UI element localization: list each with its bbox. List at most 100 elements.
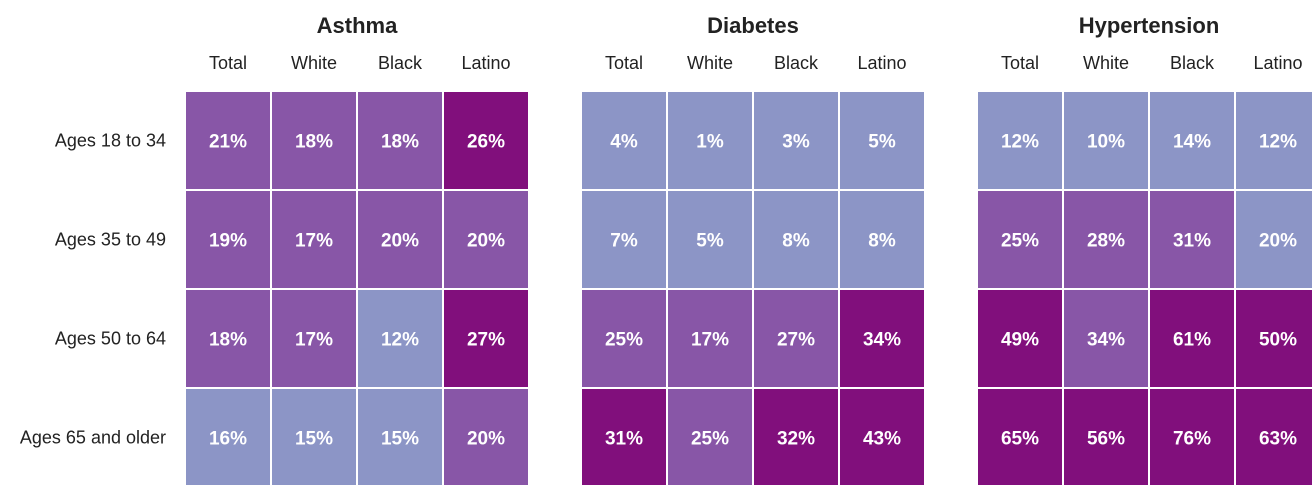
heatmap-cell: [270, 90, 358, 191]
cell-value-label: 8%: [782, 231, 810, 252]
column-label: Latino: [1253, 53, 1302, 73]
column-label: Black: [774, 53, 819, 73]
cell-value-label: 19%: [209, 231, 247, 252]
heatmap-cell: [1234, 189, 1312, 290]
column-label: White: [1083, 53, 1129, 73]
panel-title: Asthma: [317, 13, 398, 38]
cell-value-label: 27%: [777, 330, 815, 351]
heatmap-cell: [1234, 387, 1312, 485]
cell-value-label: 25%: [1001, 231, 1039, 252]
cell-value-label: 32%: [777, 429, 815, 450]
row-label: Ages 35 to 49: [55, 230, 166, 250]
cell-value-label: 27%: [467, 330, 505, 351]
heatmap-cell: [442, 90, 530, 191]
cell-value-label: 76%: [1173, 429, 1211, 450]
cell-value-label: 15%: [295, 429, 333, 450]
panel-asthma: Asthma Total White Black Latino 21% 18% 18% 26% 1…: [184, 13, 530, 485]
row-label: Ages 50 to 64: [55, 329, 166, 349]
heatmap-cell: [1234, 90, 1312, 191]
heatmap-cell: [1062, 387, 1150, 485]
column-label: Latino: [461, 53, 510, 73]
heatmap-cell: [356, 90, 444, 191]
cell-value-label: 10%: [1087, 132, 1125, 153]
heatmap-cell: [1148, 387, 1236, 485]
cell-value-label: 5%: [868, 132, 896, 153]
cell-value-label: 34%: [863, 330, 901, 351]
heatmap-cell: [270, 387, 358, 485]
panel-diabetes: Diabetes Total White Black Latino 4% 1% 3% 5% 7% 5…: [580, 13, 926, 485]
cell-value-label: 56%: [1087, 429, 1125, 450]
cell-value-label: 1%: [696, 132, 724, 153]
heatmap-cell: [356, 387, 444, 485]
cell-value-label: 21%: [209, 132, 247, 153]
column-label: White: [687, 53, 733, 73]
heatmap-cell: [1234, 288, 1312, 389]
cell-value-label: 31%: [605, 429, 643, 450]
cell-value-label: 3%: [782, 132, 810, 153]
cell-value-label: 7%: [610, 231, 638, 252]
cell-value-label: 18%: [295, 132, 333, 153]
cell-value-label: 61%: [1173, 330, 1211, 351]
row-label: Ages 65 and older: [20, 428, 166, 448]
panel-title: Diabetes: [707, 13, 799, 38]
heatmap-cell: [838, 387, 926, 485]
cell-value-label: 43%: [863, 429, 901, 450]
heatmap-cell: [442, 189, 530, 290]
heatmap-cell: [270, 189, 358, 290]
heatmap-cell: [442, 288, 530, 389]
heatmap-cell: [666, 387, 754, 485]
heatmap-cell: [184, 90, 272, 191]
column-label: Total: [1001, 53, 1039, 73]
heatmap-cell: [976, 387, 1064, 485]
cell-value-label: 28%: [1087, 231, 1125, 252]
cell-value-label: 15%: [381, 429, 419, 450]
cell-value-label: 50%: [1259, 330, 1297, 351]
heatmap-cell: [270, 288, 358, 389]
cell-value-label: 31%: [1173, 231, 1211, 252]
cell-value-label: 20%: [467, 231, 505, 252]
heatmap-cell: [580, 90, 668, 191]
heatmap-cell: [666, 90, 754, 191]
cell-value-label: 17%: [295, 231, 333, 252]
column-label: Black: [1170, 53, 1215, 73]
heatmap-cell: [752, 189, 840, 290]
cell-value-label: 63%: [1259, 429, 1297, 450]
cell-value-label: 20%: [467, 429, 505, 450]
panel-title: Hypertension: [1079, 13, 1220, 38]
row-label: Ages 18 to 34: [55, 131, 166, 151]
heatmap-cell: [1062, 90, 1150, 191]
panel-hypertension: Hypertension Total White Black Latino 12% 10% 1…: [976, 13, 1312, 485]
heatmap-cell: [442, 387, 530, 485]
cell-value-label: 17%: [691, 330, 729, 351]
heatmap-cell: [1148, 90, 1236, 191]
cell-value-label: 12%: [1001, 132, 1039, 153]
heatmap-cell: [838, 90, 926, 191]
cell-value-label: 20%: [1259, 231, 1297, 252]
cell-value-label: 26%: [467, 132, 505, 153]
cell-value-label: 14%: [1173, 132, 1211, 153]
column-label: Total: [209, 53, 247, 73]
cell-value-label: 25%: [605, 330, 643, 351]
cell-value-label: 65%: [1001, 429, 1039, 450]
cell-value-label: 16%: [209, 429, 247, 450]
cell-value-label: 18%: [209, 330, 247, 351]
heatmap-cell: [838, 288, 926, 389]
heatmap-cell: [838, 189, 926, 290]
cell-value-label: 17%: [295, 330, 333, 351]
cell-value-label: 34%: [1087, 330, 1125, 351]
heatmap-cell: [666, 288, 754, 389]
heatmap-cell: [752, 90, 840, 191]
cell-value-label: 25%: [691, 429, 729, 450]
column-label: Total: [605, 53, 643, 73]
heatmap-cell: [580, 288, 668, 389]
cell-value-label: 5%: [696, 231, 724, 252]
heatmap-cell: [184, 387, 272, 485]
heatmap-cell: [752, 288, 840, 389]
heatmap-cell: [976, 90, 1064, 191]
column-label: Latino: [857, 53, 906, 73]
cell-value-label: 20%: [381, 231, 419, 252]
column-label: White: [291, 53, 337, 73]
column-label: Black: [378, 53, 423, 73]
cell-value-label: 12%: [381, 330, 419, 351]
